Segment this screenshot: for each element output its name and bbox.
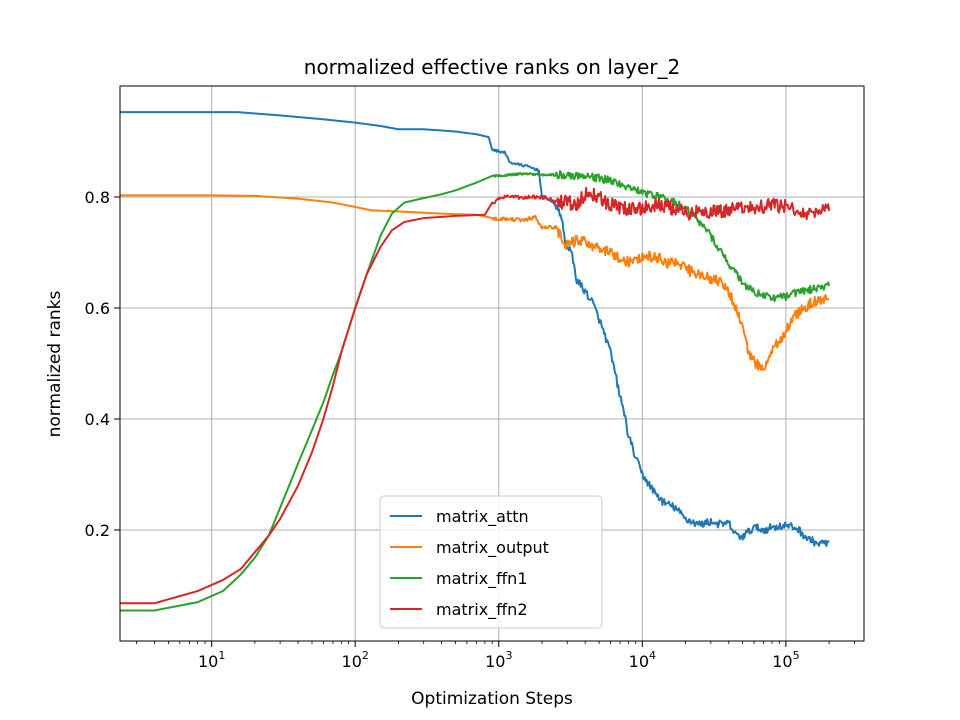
series-line-matrix_ffn2	[120, 186, 831, 605]
y-tick-label: 0.8	[85, 188, 110, 207]
legend-label: matrix_attn	[436, 507, 529, 527]
x-tick-label: 102	[342, 649, 369, 671]
series-line-matrix_ffn1	[120, 170, 831, 612]
legend-label: matrix_output	[436, 538, 549, 558]
legend-box	[379, 495, 603, 629]
legend: matrix_attn matrix_output matrix_ffn1matri…	[379, 495, 603, 629]
y-axis-label: normalized ranks	[45, 290, 65, 437]
y-tick-label: 0.6	[85, 299, 110, 318]
x-axis-label: Optimization Steps	[411, 689, 573, 709]
x-tick-label: 105	[772, 649, 799, 671]
chart-title: normalized effective ranks on layer_2	[304, 55, 680, 79]
x-tick-label: 104	[629, 649, 656, 671]
y-tick-label: 0.2	[85, 521, 110, 540]
series-line-matrix_attn	[120, 111, 830, 548]
x-axis: 101 102 103 104 105	[136, 641, 855, 671]
legend-label: matrix_ffn1	[436, 569, 528, 589]
x-tick-label: 101	[198, 649, 225, 671]
plot-area	[120, 111, 831, 612]
y-axis: 0.2 0.4 0.6 0.8	[85, 188, 120, 540]
x-tick-label: 103	[485, 649, 512, 671]
legend-label: matrix_ffn2	[436, 600, 528, 620]
y-tick-label: 0.4	[85, 410, 110, 429]
